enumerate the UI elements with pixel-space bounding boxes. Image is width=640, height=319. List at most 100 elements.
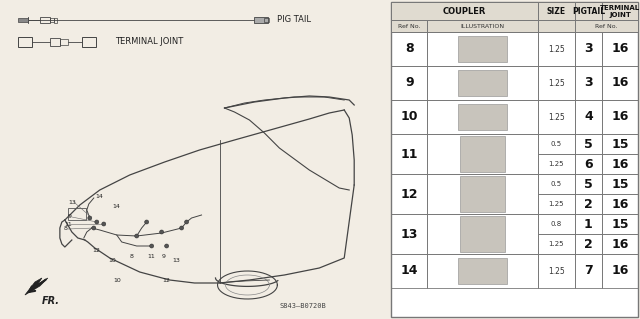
Bar — [68, 208, 86, 220]
Bar — [460, 176, 504, 212]
Text: TERMINAL JOINT: TERMINAL JOINT — [115, 38, 183, 47]
Bar — [264, 18, 269, 22]
Circle shape — [184, 220, 189, 224]
Text: 13: 13 — [401, 227, 418, 241]
Bar — [602, 100, 638, 134]
Text: 16: 16 — [611, 110, 628, 123]
Bar — [575, 234, 602, 254]
Bar — [458, 258, 506, 284]
Bar — [428, 20, 538, 32]
Text: S843–B0720B: S843–B0720B — [280, 303, 326, 309]
Bar — [602, 32, 638, 66]
Bar — [575, 2, 602, 20]
Bar — [602, 154, 638, 174]
Bar — [50, 38, 60, 46]
Text: COUPLER: COUPLER — [443, 6, 486, 16]
Text: 3: 3 — [584, 42, 593, 56]
Bar — [602, 194, 638, 214]
Text: 14: 14 — [401, 264, 418, 278]
Text: 1.25: 1.25 — [548, 266, 564, 276]
Bar — [458, 70, 506, 96]
Bar — [391, 134, 428, 174]
Bar — [391, 2, 538, 20]
Text: 0.5: 0.5 — [550, 181, 562, 187]
Bar — [602, 214, 638, 234]
Text: FR.: FR. — [42, 296, 60, 306]
Circle shape — [92, 226, 96, 230]
Bar — [428, 100, 538, 134]
Text: 11: 11 — [64, 221, 72, 226]
Bar — [428, 32, 538, 66]
Bar — [538, 100, 575, 134]
Text: 15: 15 — [611, 177, 628, 190]
Text: 16: 16 — [611, 264, 628, 278]
Text: PIGTAIL: PIGTAIL — [572, 6, 605, 16]
Text: 4: 4 — [584, 110, 593, 123]
Text: 0.5: 0.5 — [550, 141, 562, 147]
Text: 10: 10 — [108, 257, 116, 263]
Bar — [575, 194, 602, 214]
Bar — [538, 194, 575, 214]
Text: 16: 16 — [611, 197, 628, 211]
Text: TERMINAL
JOINT: TERMINAL JOINT — [600, 4, 640, 18]
Bar — [538, 66, 575, 100]
Bar — [575, 66, 602, 100]
Bar — [575, 32, 602, 66]
Text: 14: 14 — [113, 204, 121, 209]
Text: 16: 16 — [611, 42, 628, 56]
Text: 16: 16 — [611, 158, 628, 170]
Text: 11: 11 — [148, 255, 156, 259]
Text: 9: 9 — [405, 77, 413, 90]
Text: 8: 8 — [64, 226, 68, 232]
Text: 15: 15 — [611, 137, 628, 151]
Text: 5: 5 — [584, 137, 593, 151]
Bar — [602, 134, 638, 154]
Bar — [538, 134, 575, 154]
Circle shape — [88, 216, 92, 220]
Bar — [538, 214, 575, 234]
Bar — [602, 2, 638, 20]
Text: 16: 16 — [611, 77, 628, 90]
Text: PIG TAIL: PIG TAIL — [277, 16, 312, 25]
Text: 8: 8 — [130, 255, 134, 259]
Bar — [255, 17, 268, 23]
Bar — [391, 254, 428, 288]
Text: 6: 6 — [584, 158, 593, 170]
Text: 14: 14 — [96, 194, 104, 198]
Bar — [575, 174, 602, 194]
Bar — [391, 214, 428, 254]
Bar — [391, 32, 428, 66]
Circle shape — [164, 244, 168, 248]
Bar — [538, 2, 575, 20]
Text: 1: 1 — [584, 218, 593, 231]
Polygon shape — [25, 278, 48, 295]
Circle shape — [95, 220, 99, 224]
Text: 1.25: 1.25 — [548, 201, 564, 207]
Bar — [18, 18, 28, 22]
Bar — [602, 174, 638, 194]
Bar — [602, 234, 638, 254]
Text: 10: 10 — [401, 110, 418, 123]
Text: 2: 2 — [584, 238, 593, 250]
Bar — [428, 66, 538, 100]
Bar — [428, 254, 538, 288]
Bar — [538, 254, 575, 288]
Text: 16: 16 — [611, 238, 628, 250]
Text: 7: 7 — [584, 264, 593, 278]
Text: 15: 15 — [611, 218, 628, 231]
Text: SIZE: SIZE — [547, 6, 566, 16]
Text: ILLUSTRATION: ILLUSTRATION — [460, 24, 504, 28]
Text: 3: 3 — [584, 77, 593, 90]
Bar — [50, 18, 54, 22]
Bar — [602, 254, 638, 288]
Bar — [575, 100, 602, 134]
Text: 12: 12 — [163, 278, 171, 283]
Text: 10: 10 — [113, 278, 120, 283]
Bar — [538, 32, 575, 66]
Text: 13: 13 — [173, 257, 180, 263]
Bar — [575, 134, 602, 154]
Bar — [575, 254, 602, 288]
Text: 9: 9 — [162, 255, 166, 259]
Text: 11: 11 — [401, 147, 418, 160]
Bar — [428, 134, 538, 174]
